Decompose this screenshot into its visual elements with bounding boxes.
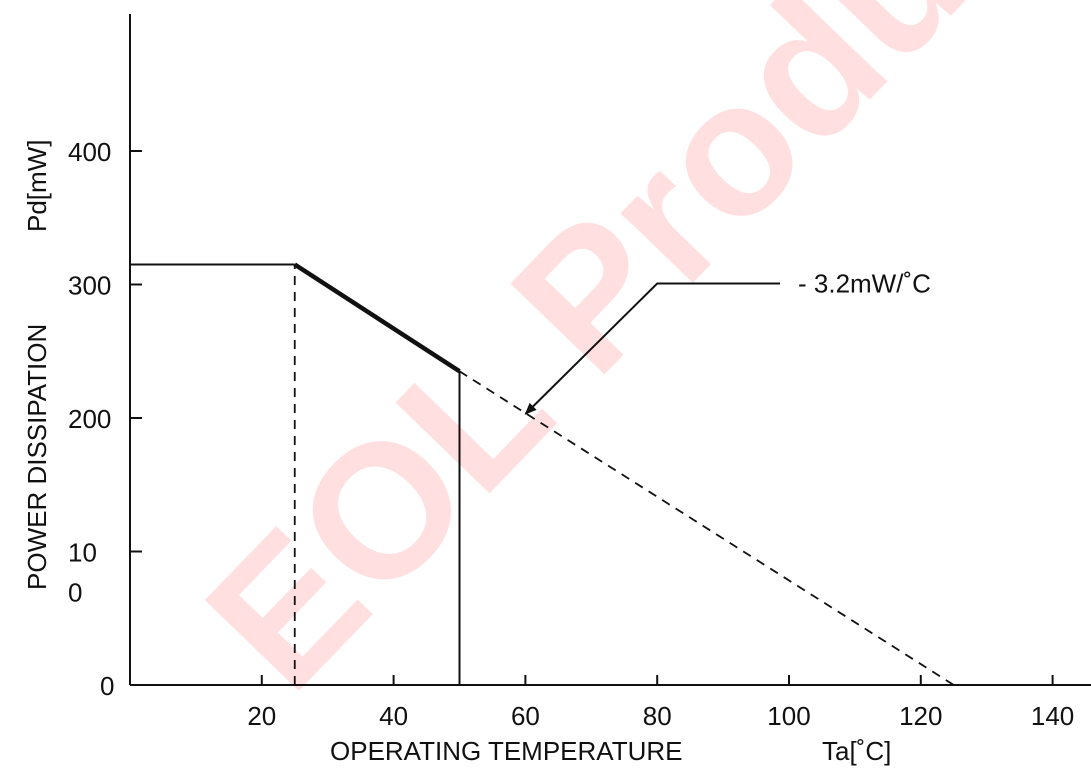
x-tick-label: 20 [247,701,276,731]
x-tick-label: 40 [379,701,408,731]
series-group [130,262,955,686]
series-line [293,262,461,374]
y-tick-label: 0 [100,671,114,701]
annotation-arrow [524,282,780,415]
series-line [459,370,955,686]
y-tick-label: 10 0 [68,538,97,608]
x-axis-title: OPERATING TEMPERATURE [330,736,683,766]
x-tick-label: 60 [511,701,540,731]
watermark-text: EOL Product [167,0,1091,728]
x-tick-label: 100 [767,701,810,731]
y-ticks: 0 10 0 200 300 400 [68,137,142,701]
x-tick-label: 140 [1031,701,1074,731]
y-axis-title: POWER DISSIPATION [22,324,52,590]
x-tick-label: 80 [643,701,672,731]
axes [129,14,1091,686]
x-tick-label: 120 [899,701,942,731]
slope-annotation: - 3.2mW/˚C [524,269,931,415]
y-axis-unit: Pd[mW] [22,140,52,232]
annotation-label: - 3.2mW/˚C [798,269,931,299]
y-tick-label: 400 [68,137,111,167]
x-axis-unit: Ta[˚C] [822,736,891,766]
reference-lines [293,264,461,685]
y-tick-label: 300 [68,271,111,301]
watermark: EOL Product [167,0,1091,728]
x-ticks: 20 40 60 80 100 120 140 [247,675,1074,731]
y-tick-label: 200 [68,404,111,434]
